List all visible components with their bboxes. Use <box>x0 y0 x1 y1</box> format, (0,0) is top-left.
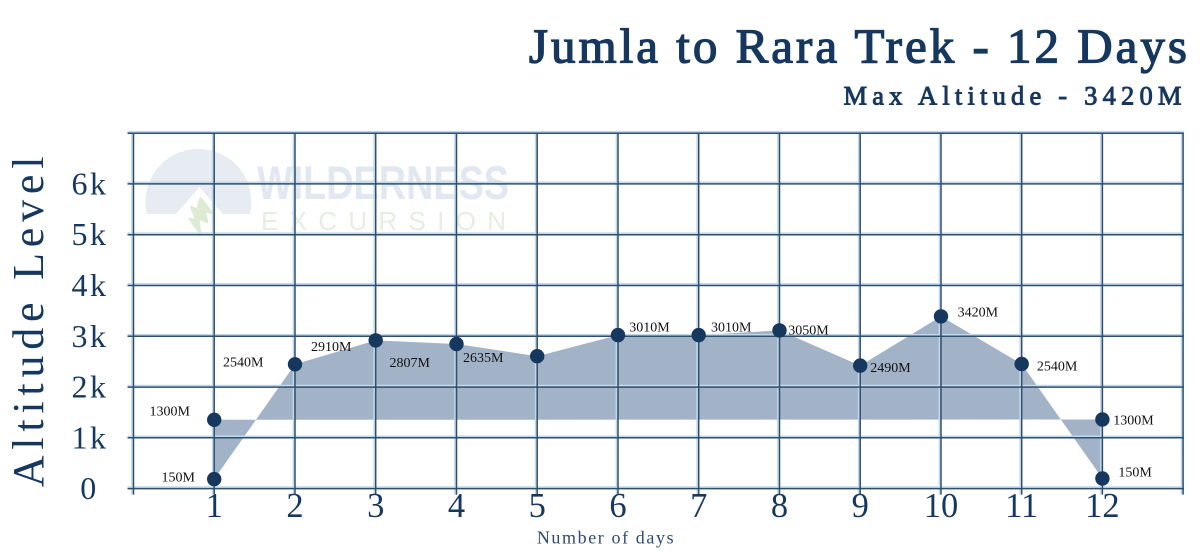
svg-text:11: 11 <box>1005 487 1038 525</box>
svg-text:Max Altitude - 3420M: Max Altitude - 3420M <box>843 81 1186 111</box>
svg-text:12: 12 <box>1085 487 1120 525</box>
svg-text:4k: 4k <box>72 267 109 303</box>
svg-text:150M: 150M <box>162 471 196 486</box>
svg-text:2635M: 2635M <box>463 351 504 366</box>
svg-text:6: 6 <box>609 487 626 525</box>
svg-text:3010M: 3010M <box>629 321 670 336</box>
svg-text:2807M: 2807M <box>390 356 431 371</box>
svg-text:3: 3 <box>367 487 384 525</box>
svg-text:2490M: 2490M <box>870 361 911 376</box>
svg-text:7: 7 <box>690 487 707 525</box>
svg-text:2540M: 2540M <box>223 356 264 371</box>
svg-text:150M: 150M <box>1118 466 1152 481</box>
svg-text:3050M: 3050M <box>788 324 829 339</box>
svg-text:EXCURSION: EXCURSION <box>261 206 517 236</box>
svg-text:Number of days: Number of days <box>537 528 675 548</box>
svg-text:3k: 3k <box>72 318 109 354</box>
svg-text:3420M: 3420M <box>958 306 999 321</box>
svg-text:2k: 2k <box>72 369 109 405</box>
svg-text:1k: 1k <box>72 419 109 455</box>
svg-text:0: 0 <box>80 470 99 506</box>
svg-text:6k: 6k <box>72 165 109 201</box>
svg-text:9: 9 <box>852 487 869 525</box>
svg-text:Jumla to Rara Trek - 12 Days: Jumla to Rara Trek - 12 Days <box>529 19 1190 74</box>
svg-text:2540M: 2540M <box>1037 360 1078 375</box>
svg-text:1300M: 1300M <box>150 404 191 419</box>
svg-text:4: 4 <box>448 487 465 525</box>
svg-text:2910M: 2910M <box>311 340 352 355</box>
svg-text:2: 2 <box>286 487 303 525</box>
svg-text:5k: 5k <box>72 216 109 252</box>
svg-text:1: 1 <box>206 487 223 525</box>
svg-text:1300M: 1300M <box>1113 414 1154 429</box>
svg-text:5: 5 <box>529 487 546 525</box>
svg-text:3010M: 3010M <box>711 321 752 336</box>
svg-text:Altitude Level: Altitude Level <box>4 151 53 488</box>
svg-text:8: 8 <box>771 487 788 525</box>
svg-text:10: 10 <box>924 487 959 525</box>
